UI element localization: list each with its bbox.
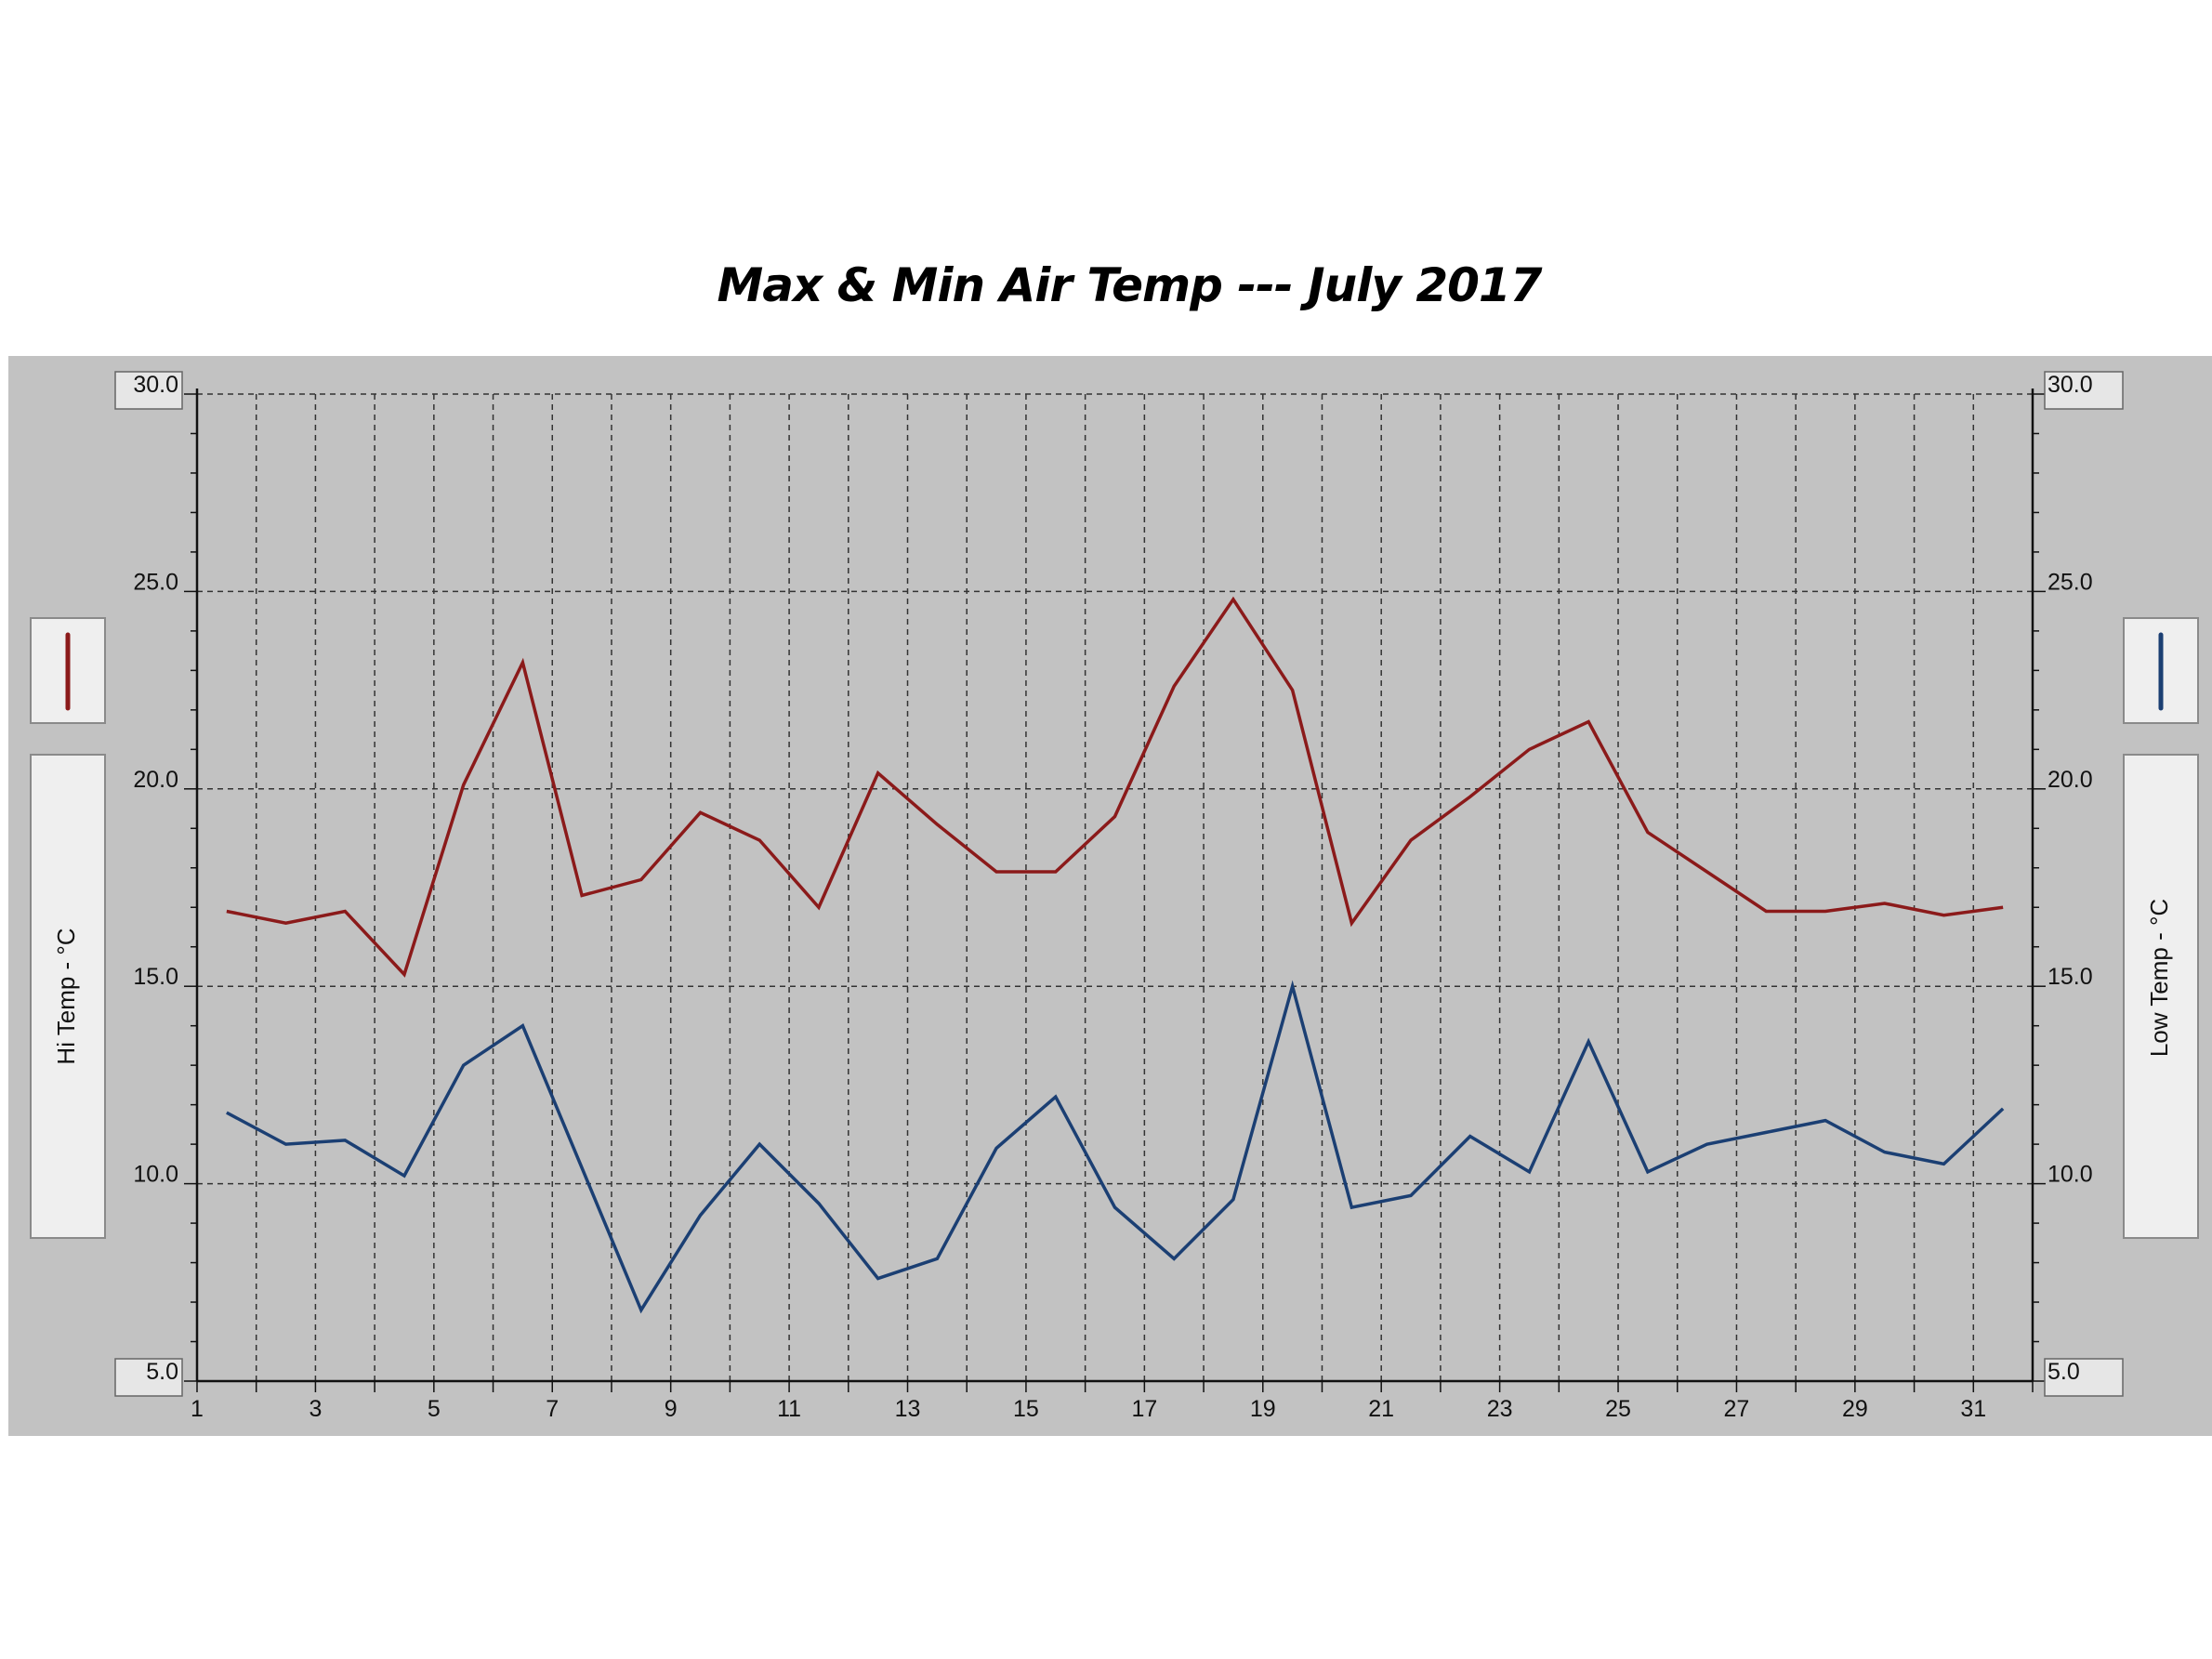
x-tick-label: 19 [1250,1396,1276,1422]
hi-temp-series-line [226,596,2004,978]
right-y-tick-label: 30.0 [2047,372,2093,398]
low-temp-axis-label: Low Temp - °C [2145,899,2173,1057]
chart-background-panel [8,356,2212,1436]
x-tick-label: 17 [1131,1396,1157,1422]
x-tick-label: 11 [777,1396,801,1422]
chart-title: Max & Min Air Temp --- July 2017 [717,258,1543,312]
x-tick-label: 25 [1605,1396,1631,1422]
x-tick-label: 9 [665,1396,678,1422]
low-temp-axis-label-box [2123,754,2199,1239]
left-y-tick-label: 5.0 [146,1359,178,1385]
left-y-tick-label-box [114,371,183,410]
right-y-tick-label: 10.0 [2047,1162,2093,1188]
right-y-tick-label: 25.0 [2047,569,2093,595]
right-y-tick-label: 20.0 [2047,767,2093,793]
x-tick-label: 23 [1487,1396,1513,1422]
hi-temp-axis-label-box [30,754,106,1239]
left-y-tick-label: 10.0 [133,1162,178,1188]
right-y-tick-label: 5.0 [2047,1359,2080,1385]
x-tick-label: 27 [1724,1396,1750,1422]
right-y-tick-label: 15.0 [2047,964,2093,990]
left-y-tick-label: 30.0 [133,372,178,398]
series-lines [226,596,2005,1314]
x-tick-label: 29 [1842,1396,1868,1422]
x-tick-label: 21 [1368,1396,1394,1422]
x-tick-label: 5 [428,1396,441,1422]
x-tick-label: 7 [546,1396,559,1422]
x-tick-label: 13 [895,1396,921,1422]
x-tick-label: 15 [1013,1396,1039,1422]
x-tick-label: 31 [1960,1396,1986,1422]
x-tick-label: 1 [191,1396,204,1422]
axes: 5.0 5.0 10.0 10.0 15.0 15.0 20.0 20.0 25.0 25.0 30… [114,371,2124,1422]
right-y-tick-label-box [2044,1358,2124,1397]
left-y-tick-label: 15.0 [133,964,178,990]
hi-temp-axis-label: Hi Temp - °C [52,928,80,1064]
low-temp-series-line [226,980,2005,1314]
x-tick-label: 3 [309,1396,322,1422]
right-y-tick-label-box [2044,371,2124,410]
left-y-tick-label: 20.0 [133,767,178,793]
left-y-tick-label-box [114,1358,183,1397]
left-y-tick-label: 25.0 [133,569,178,595]
